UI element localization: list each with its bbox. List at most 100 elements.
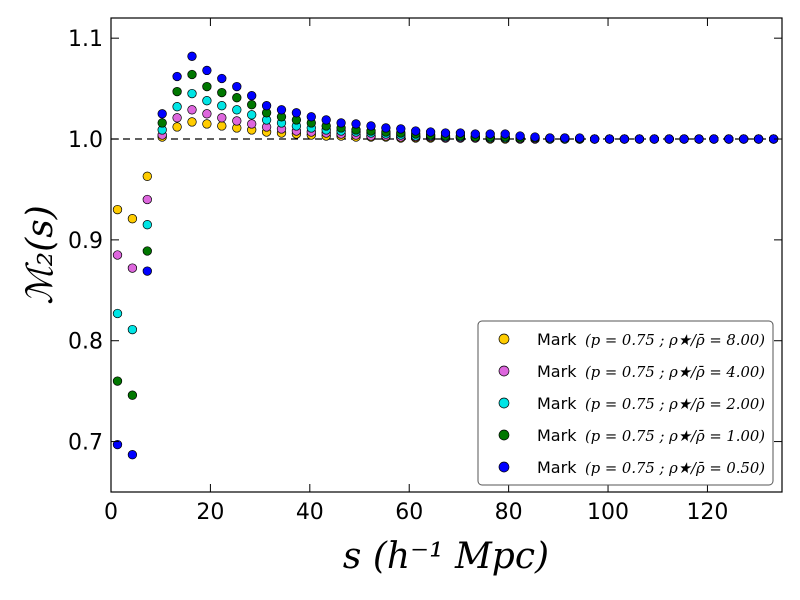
data-point [634,134,645,144]
data-point [440,128,451,138]
legend-entry: Mark (p = 0.75 ; ρ★/ρ̄ = 8.00) [498,330,765,349]
data-point [425,127,436,137]
data-point [247,110,257,120]
data-point [157,109,167,119]
data-point [127,390,138,400]
legend-label: Mark [537,426,577,445]
data-point [291,108,302,118]
data-point [232,116,242,126]
data-point [470,129,480,139]
x-tick-label: 40 [296,500,324,525]
data-point [142,246,152,256]
y-tick-label: 1.0 [68,128,103,153]
data-point [455,128,466,138]
data-point [172,113,182,123]
data-point [589,134,600,144]
data-point [157,118,167,128]
data-point [232,93,242,103]
data-point [202,96,212,106]
plot-frame [110,17,783,493]
data-point [217,121,227,131]
data-point [247,119,257,129]
data-point [575,133,585,143]
data-point [366,121,376,131]
legend: Mark (p = 0.75 ; ρ★/ρ̄ = 8.00) Mark (p = 0.… [477,320,774,486]
data-point [217,101,227,111]
legend-marker [498,461,510,473]
legend-params: (p = 0.75 ; ρ★/ρ̄ = 2.00) [585,395,765,413]
data-point [515,131,525,141]
data-point [202,119,212,129]
data-point [753,134,764,144]
data-point [202,65,212,76]
x-tick-label: 20 [196,500,224,525]
data-point [664,134,674,144]
legend-marker [498,429,510,441]
legend-params: (p = 0.75 ; ρ★/ρ̄ = 8.00) [585,331,765,349]
data-point [217,87,227,98]
legend-params: (p = 0.75 ; ρ★/ρ̄ = 0.50) [585,459,765,477]
x-tick-label: 60 [395,500,423,525]
data-point [112,204,123,215]
legend-label: Mark [537,394,577,413]
data-point [485,129,495,139]
data-point [321,115,331,125]
data-point [187,88,197,99]
data-point [560,133,570,143]
series-4 [112,51,779,460]
data-point [142,220,152,230]
data-point [649,134,659,144]
legend-entry: Mark (p = 0.75 ; ρ★/ρ̄ = 2.00) [498,394,765,413]
data-point [127,214,138,224]
legend-entry: Mark (p = 0.75 ; ρ★/ρ̄ = 0.50) [498,458,765,477]
data-point [187,51,197,61]
data-point [172,71,182,82]
data-point [351,119,361,129]
data-point [381,123,391,133]
legend-label: Mark [537,362,577,381]
data-point [500,129,510,139]
data-point [172,86,182,97]
y-tick-label: 0.9 [68,229,103,254]
y-tick-label: 0.8 [68,330,103,355]
x-tick-label: 120 [686,500,728,525]
data-point [112,250,123,260]
data-point [247,100,257,110]
legend-entry: Mark (p = 0.75 ; ρ★/ρ̄ = 4.00) [498,362,765,381]
data-point [217,113,227,123]
data-point [396,124,406,134]
legend-label: Mark [537,330,577,349]
data-point [112,439,123,450]
data-point [142,194,152,205]
data-point [127,324,138,335]
data-point [112,376,123,386]
data-point [694,134,704,144]
legend-marker [498,397,510,409]
data-point [306,112,316,122]
data-point [530,132,540,142]
y-axis-label: ℳ₂(s) [20,205,61,305]
x-tick-label: 80 [495,500,523,525]
data-point [247,91,257,101]
data-point [202,109,212,119]
data-point [679,134,689,144]
legend-params: (p = 0.75 ; ρ★/ρ̄ = 4.00) [585,363,765,381]
data-point [187,69,197,80]
y-tick-label: 0.7 [68,431,103,456]
data-point [142,171,152,181]
data-point [202,81,212,92]
legend-box [477,320,774,486]
data-point [619,134,630,144]
y-tick-label: 1.1 [68,27,103,52]
data-point [127,450,138,460]
data-point [739,134,749,144]
data-point [261,101,272,111]
legend-marker [498,333,510,345]
data-point [545,133,555,143]
legend-marker [498,365,510,377]
data-point [187,117,197,127]
x-tick-label: 100 [587,500,629,525]
data-point [724,134,734,144]
x-axis-label: s (h⁻¹ Mpc) [343,536,549,577]
